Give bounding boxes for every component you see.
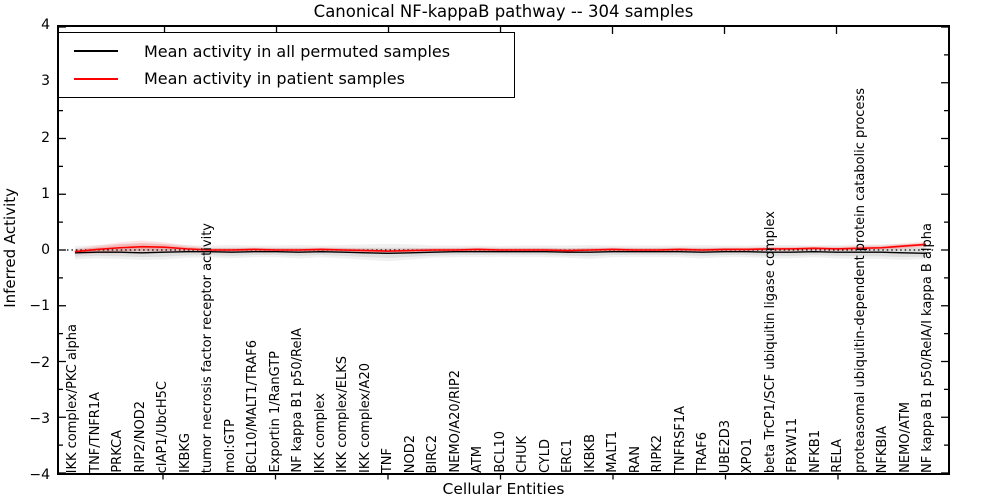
y-tick-label: −2 bbox=[29, 354, 50, 371]
x-category-label: TNFRSF1A bbox=[672, 405, 688, 473]
x-category-label: RIPK2 bbox=[650, 435, 665, 473]
x-category-label: IKK complex bbox=[312, 392, 328, 473]
x-category-label: NFKB1 bbox=[807, 430, 823, 473]
legend-label: Mean activity in patient samples bbox=[144, 69, 405, 89]
chart-title: Canonical NF-kappaB pathway -- 304 sampl… bbox=[313, 2, 694, 21]
x-category-label: cIAP1/UbcH5C bbox=[155, 380, 170, 473]
series-line-patient bbox=[74, 243, 927, 253]
patient-uncertainty-band bbox=[74, 240, 927, 255]
bottom-axis-ticks bbox=[162, 475, 839, 480]
x-category-label: TRAF6 bbox=[695, 431, 710, 473]
x-category-label: IKK complex/ELKS bbox=[335, 356, 350, 473]
x-category-label: PRKCA bbox=[110, 430, 125, 473]
x-category-label: NEMO/ATM bbox=[897, 402, 913, 473]
plot-area bbox=[57, 25, 950, 475]
x-category-label: mol:GTP bbox=[222, 419, 238, 473]
chart-canvas bbox=[59, 27, 948, 473]
legend-item-patient: Mean activity in patient samples bbox=[59, 69, 514, 88]
x-category-label: ERC1 bbox=[560, 439, 575, 473]
x-category-label: RELA bbox=[830, 439, 845, 473]
x-category-label: RAN bbox=[627, 445, 643, 473]
y-tick-label: 3 bbox=[41, 73, 50, 90]
x-category-label: XPO1 bbox=[740, 437, 755, 473]
x-category-label: NOD2 bbox=[402, 434, 418, 473]
y-tick-label: −4 bbox=[29, 467, 50, 483]
y-tick-label: 1 bbox=[41, 185, 50, 202]
x-category-label: NF kappa B1 p50/RelA/I kappa B alpha bbox=[920, 223, 935, 473]
x-category-label: NEMO/A20/RIP2 bbox=[447, 370, 463, 473]
x-category-label: TNF bbox=[380, 447, 395, 473]
y-tick-label: 0 bbox=[41, 242, 50, 258]
x-axis-label: Cellular Entities bbox=[442, 480, 565, 498]
permuted-line-swatch-icon bbox=[74, 50, 118, 53]
patient-line-swatch-icon bbox=[74, 77, 118, 80]
series-line-permuted bbox=[74, 250, 927, 255]
x-category-label: beta TrCP1/SCF ubiquitin ligase complex bbox=[762, 210, 778, 473]
x-category-label: BCL10 bbox=[492, 431, 508, 473]
y-tick-label: 4 bbox=[41, 17, 50, 33]
x-category-label: UBE2D3 bbox=[717, 419, 733, 473]
legend-label: Mean activity in all permuted samples bbox=[144, 41, 451, 61]
x-category-label: tumor necrosis factor receptor activity bbox=[200, 222, 215, 473]
x-category-label: CYLD bbox=[537, 438, 553, 473]
x-category-label: CHUK bbox=[515, 436, 530, 473]
x-category-label: IKK complex/A20 bbox=[357, 363, 373, 473]
y-tick-label: −1 bbox=[29, 298, 50, 315]
y-tick-label: 2 bbox=[41, 129, 50, 146]
x-category-label: Exportin 1/RanGTP bbox=[267, 351, 283, 473]
legend-item-permuted: Mean activity in all permuted samples bbox=[59, 42, 514, 61]
x-category-label: BCL10/MALT1/TRAF6 bbox=[245, 339, 260, 473]
x-category-label: NF kappa B1 p50/RelA bbox=[290, 328, 305, 473]
x-category-label: BIRC2 bbox=[425, 434, 440, 474]
x-category-label: RIP2/NOD2 bbox=[132, 401, 148, 473]
x-category-label: IKBKB bbox=[582, 434, 598, 473]
legend: Mean activity in all permuted samples Me… bbox=[58, 32, 515, 98]
x-category-label: MALT1 bbox=[605, 431, 620, 473]
x-category-label: proteasomal ubiquitin-dependent protein … bbox=[852, 88, 868, 473]
x-category-label: ATM bbox=[470, 445, 485, 473]
x-category-label: IKBKG bbox=[177, 433, 193, 473]
x-category-label: IKK complex/PKC alpha bbox=[65, 323, 80, 473]
x-category-label: NFKBIA bbox=[875, 425, 890, 473]
y-tick-label: −3 bbox=[29, 410, 50, 427]
x-category-label: TNF/TNFR1A bbox=[87, 392, 103, 473]
x-category-label: FBXW11 bbox=[785, 418, 800, 473]
